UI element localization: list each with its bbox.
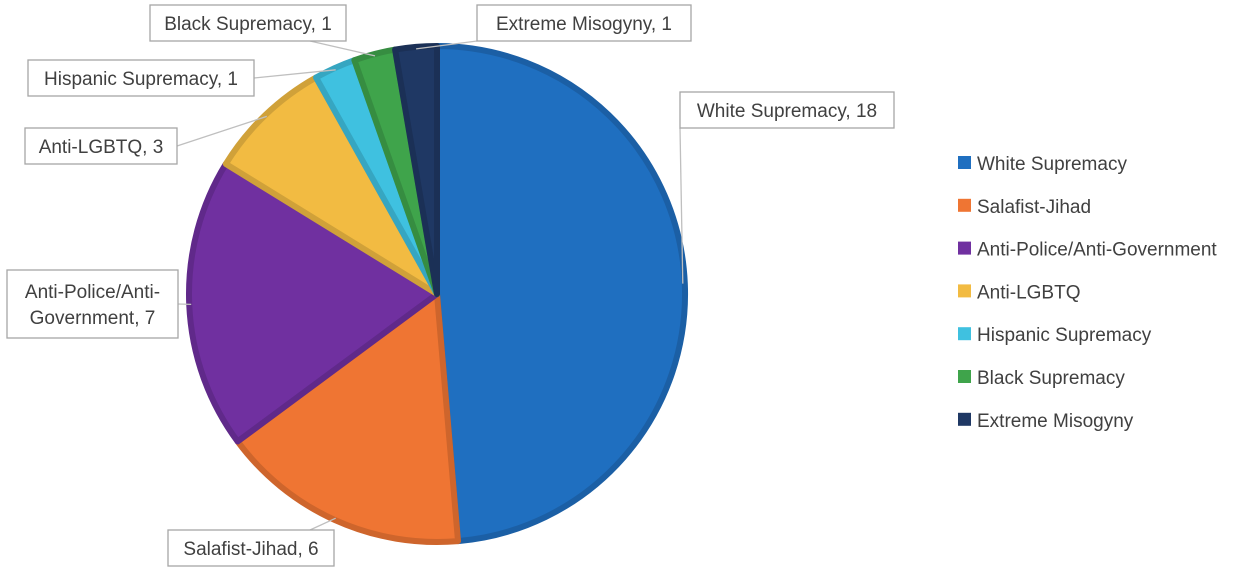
legend-swatch-extreme-misogyny [958, 412, 971, 426]
data-label-box-anti-lgbtq [24, 127, 178, 165]
leader-line-white-supremacy [679, 127, 684, 284]
leader-line-extreme-misogyny [416, 40, 478, 50]
pie-slice-white-supremacy [434, 43, 689, 545]
legend-label-anti-police-anti-government: Anti-Police/Anti-Government [977, 240, 1217, 261]
legend-swatch-anti-lgbtq [958, 284, 971, 298]
data-label-box-hispanic-supremacy [27, 59, 255, 97]
data-label-box-black-supremacy [149, 4, 347, 42]
legend-label-salafist-jihad: Salafist-Jihad [977, 197, 1091, 218]
data-label-box-anti-police-anti-government [6, 269, 179, 339]
legend-swatch-white-supremacy [958, 156, 971, 169]
data-label-callouts: White Supremacy, 18 Salafist-Jihad, 6 Anti… [6, 4, 895, 567]
legend-label-extreme-misogyny: Extreme Misogyny [977, 411, 1134, 432]
pie-slice-anti-lgbtq [222, 74, 440, 297]
legend-label-hispanic-supremacy: Hispanic Supremacy [977, 325, 1152, 346]
data-label-black-supremacy: Black Supremacy, 1 [164, 14, 332, 35]
legend-swatch-black-supremacy [958, 370, 971, 383]
data-label-hispanic-supremacy: Hispanic Supremacy, 1 [44, 69, 238, 90]
leader-line-black-supremacy [309, 40, 376, 57]
legend-label-white-supremacy: White Supremacy [977, 154, 1127, 175]
legend-swatch-anti-police-anti-government [958, 241, 971, 255]
data-label-white-supremacy: White Supremacy, 18 [697, 101, 877, 122]
legend-swatch-hispanic-supremacy [958, 327, 971, 341]
leader-line-hispanic-supremacy [253, 69, 336, 79]
chart-legend: White Supremacy Salafist-Jihad Anti-Police… [958, 154, 1217, 432]
legend-swatch-salafist-jihad [958, 198, 971, 212]
data-label-anti-police-anti-government: Anti-Police/Anti-Government, 7 [25, 282, 160, 329]
pie-slice-salafist-jihad [234, 291, 462, 545]
leader-line-anti-lgbtq [176, 115, 268, 147]
data-label-box-extreme-misogyny [476, 4, 692, 42]
legend-label-anti-lgbtq: Anti-LGBTQ [977, 282, 1080, 303]
data-label-box-salafist-jihad [167, 529, 335, 567]
data-label-extreme-misogyny: Extreme Misogyny, 1 [496, 14, 672, 35]
legend-label-black-supremacy: Black Supremacy [977, 368, 1125, 389]
pie-slices [186, 43, 689, 545]
data-label-anti-lgbtq: Anti-LGBTQ, 3 [39, 137, 164, 158]
data-label-box-white-supremacy [679, 91, 895, 129]
callout-leader-lines [176, 40, 684, 531]
data-label-salafist-jihad: Salafist-Jihad, 6 [183, 539, 318, 560]
leader-line-salafist-jihad [309, 517, 336, 531]
